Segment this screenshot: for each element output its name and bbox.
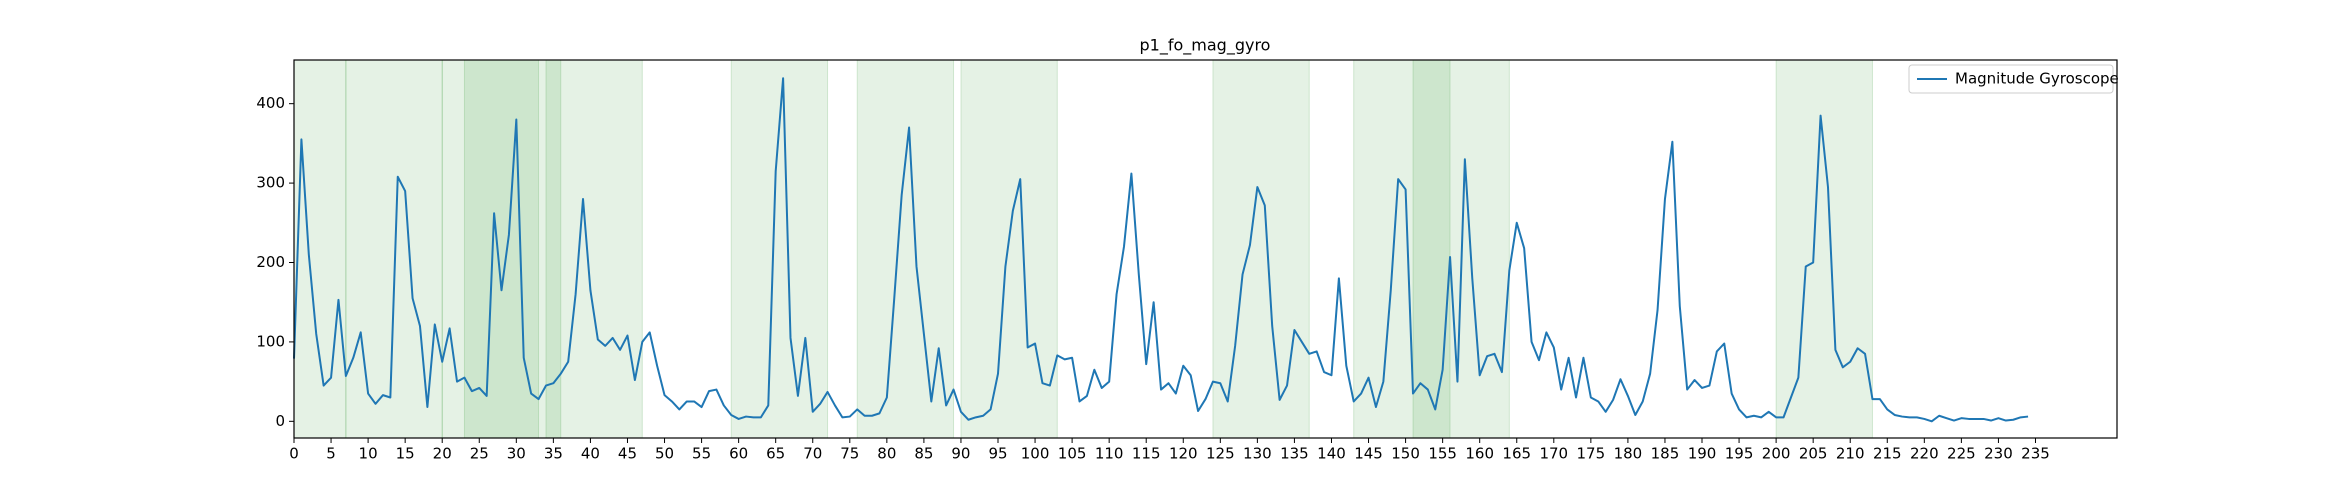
x-tick-label: 40	[581, 445, 600, 463]
x-tick-label: 140	[1317, 445, 1346, 463]
x-tick-label: 115	[1132, 445, 1161, 463]
x-tick-label: 145	[1354, 445, 1383, 463]
x-tick-label: 175	[1577, 445, 1606, 463]
x-tick-label: 165	[1502, 445, 1531, 463]
x-tick-label: 65	[766, 445, 785, 463]
x-tick-label: 210	[1836, 445, 1865, 463]
x-tick-label: 80	[877, 445, 896, 463]
legend: Magnitude Gyroscope	[1908, 64, 2119, 94]
x-tick-label: 180	[1614, 445, 1643, 463]
y-tick-label: 400	[256, 94, 285, 112]
x-tick-label: 25	[470, 445, 489, 463]
shaded-span	[545, 59, 643, 439]
x-tick-label: 100	[1021, 445, 1050, 463]
x-tick-label: 170	[1539, 445, 1568, 463]
x-tick-label: 200	[1762, 445, 1791, 463]
x-tick-label: 235	[2021, 445, 2050, 463]
shaded-span	[441, 59, 540, 439]
x-tick-label: 125	[1206, 445, 1235, 463]
y-tick-label: 0	[275, 412, 285, 430]
x-tick-label: 130	[1243, 445, 1272, 463]
x-tick-label: 75	[840, 445, 859, 463]
x-tick-label: 30	[507, 445, 526, 463]
x-tick-label: 60	[729, 445, 748, 463]
legend-box	[1908, 64, 2114, 94]
shaded-span	[1212, 59, 1310, 439]
x-tick-label: 20	[433, 445, 452, 463]
x-tick-label: 225	[1947, 445, 1976, 463]
shaded-span	[1775, 59, 1873, 439]
x-tick-label: 150	[1391, 445, 1420, 463]
x-tick-label: 215	[1873, 445, 1902, 463]
x-tick-label: 85	[914, 445, 933, 463]
x-tick-label: 230	[1984, 445, 2013, 463]
plot-frame	[293, 59, 2118, 439]
x-tick-label: 45	[618, 445, 637, 463]
x-tick-label: 0	[289, 445, 299, 463]
y-tick-label: 100	[256, 332, 285, 350]
x-tick-label: 95	[988, 445, 1007, 463]
x-tick-label: 220	[1910, 445, 1939, 463]
shaded-span	[293, 59, 347, 439]
x-tick-label: 105	[1058, 445, 1087, 463]
x-tick-label: 195	[1725, 445, 1754, 463]
legend-label: Magnitude Gyroscope	[1955, 70, 2119, 88]
x-tick-label: 135	[1280, 445, 1309, 463]
x-tick-label: 5	[326, 445, 336, 463]
data-line	[293, 77, 2029, 423]
x-tick-label: 110	[1095, 445, 1124, 463]
x-tick-label: 185	[1651, 445, 1680, 463]
x-tick-label: 120	[1169, 445, 1198, 463]
x-tick-label: 190	[1688, 445, 1717, 463]
x-tick-label: 160	[1465, 445, 1494, 463]
x-tick-label: 155	[1428, 445, 1457, 463]
x-tick-label: 35	[544, 445, 563, 463]
chart-title: p1_fo_mag_gyro	[1140, 36, 1271, 56]
shaded-span	[463, 59, 562, 439]
x-tick-label: 205	[1799, 445, 1828, 463]
x-tick-label: 15	[396, 445, 415, 463]
shaded-span	[856, 59, 955, 439]
shaded-span	[1353, 59, 1451, 439]
shaded-span	[345, 59, 443, 439]
x-tick-label: 55	[692, 445, 711, 463]
y-tick-label: 200	[256, 253, 285, 271]
x-tick-label: 10	[359, 445, 378, 463]
x-tick-label: 50	[655, 445, 674, 463]
x-tick-label: 90	[951, 445, 970, 463]
y-tick-label: 300	[256, 174, 285, 192]
x-tick-label: 70	[803, 445, 822, 463]
